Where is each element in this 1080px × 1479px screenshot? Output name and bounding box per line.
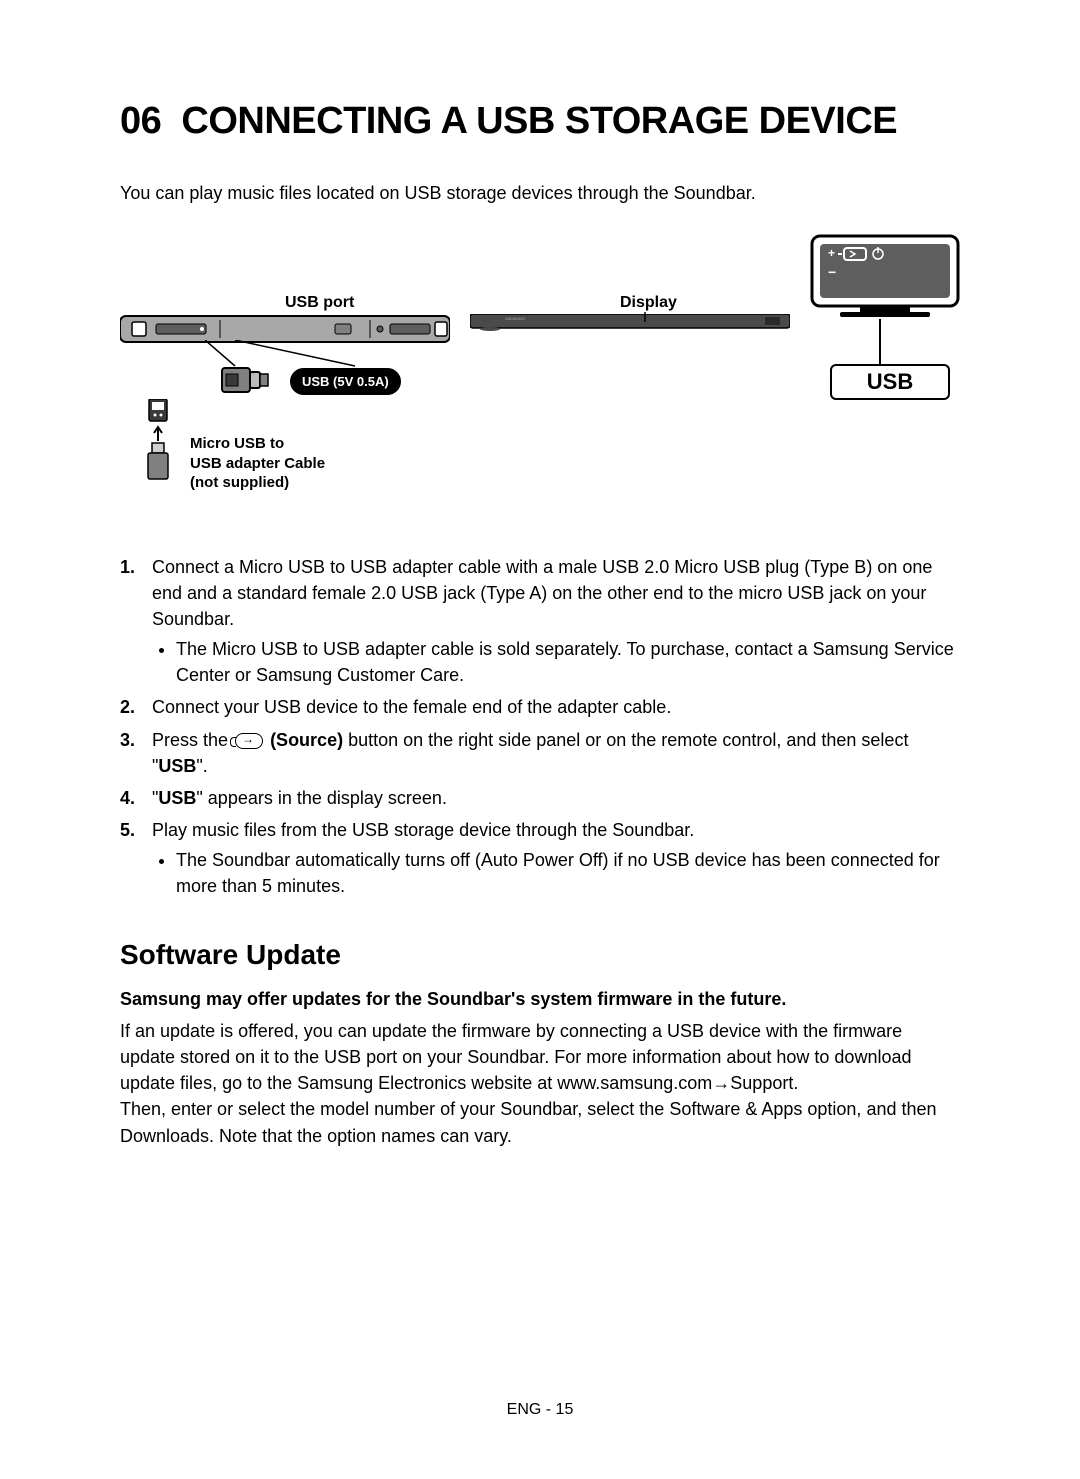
software-update-body2: Then, enter or select the model number o… [120,1096,960,1148]
cable-label-line1: Micro USB to [190,435,284,452]
usb-cable-and-stick [145,399,175,499]
display-pointer [615,294,795,324]
step-4-after: " appears in the display screen. [196,788,447,808]
svg-text:+: + [828,246,835,260]
source-icon [235,733,263,749]
usb-port-closeup: USB (5V 0.5A) [220,364,440,404]
step-4-usb: USB [158,788,196,808]
step-3-after: ". [196,756,207,776]
svg-text:−: − [828,264,836,280]
step-3-before: Press the [152,730,233,750]
instruction-steps: Connect a Micro USB to USB adapter cable… [120,554,960,899]
connection-diagram: + − USB port Display [120,234,960,534]
intro-text: You can play music files located on USB … [120,183,960,204]
step-2-text: Connect your USB device to the female en… [152,697,671,717]
cable-label-line3: (not supplied) [190,474,289,491]
step-3-source: (Source) [270,730,343,750]
software-update-bold: Samsung may offer updates for the Soundb… [120,989,960,1010]
step-1-text: Connect a Micro USB to USB adapter cable… [152,557,932,629]
usb-spec-label: USB (5V 0.5A) [290,368,401,395]
step-3-usb: USB [158,756,196,776]
step-5-text: Play music files from the USB storage de… [152,820,694,840]
page-footer: ENG - 15 [0,1401,1080,1419]
software-update-heading: Software Update [120,939,960,971]
usb-callout-pointer [855,319,905,369]
step-3-mid: button on the right side panel or on the… [152,730,908,776]
software-update-body1: If an update is offered, you can update … [120,1018,960,1096]
step-1-note: The Micro USB to USB adapter cable is so… [176,636,960,688]
usbport-pointer [205,340,365,370]
section-number: 06 [120,100,161,142]
cable-label: Micro USB to USB adapter Cable (not supp… [190,434,325,493]
tv-illustration: + − [810,234,960,319]
usb-port-label: USB port [285,294,354,312]
step-1: Connect a Micro USB to USB adapter cable… [120,554,960,688]
step-5-note: The Soundbar automatically turns off (Au… [176,847,960,899]
cable-label-line2: USB adapter Cable [190,455,325,472]
section-title: CONNECTING A USB STORAGE DEVICE [181,100,897,142]
usb-callout-box: USB [830,364,950,400]
step-5: Play music files from the USB storage de… [120,817,960,899]
section-heading: 06 CONNECTING A USB STORAGE DEVICE [120,100,960,143]
step-2: Connect your USB device to the female en… [120,694,960,720]
step-4: "USB" appears in the display screen. [120,785,960,811]
step-3: Press the (Source) button on the right s… [120,727,960,779]
